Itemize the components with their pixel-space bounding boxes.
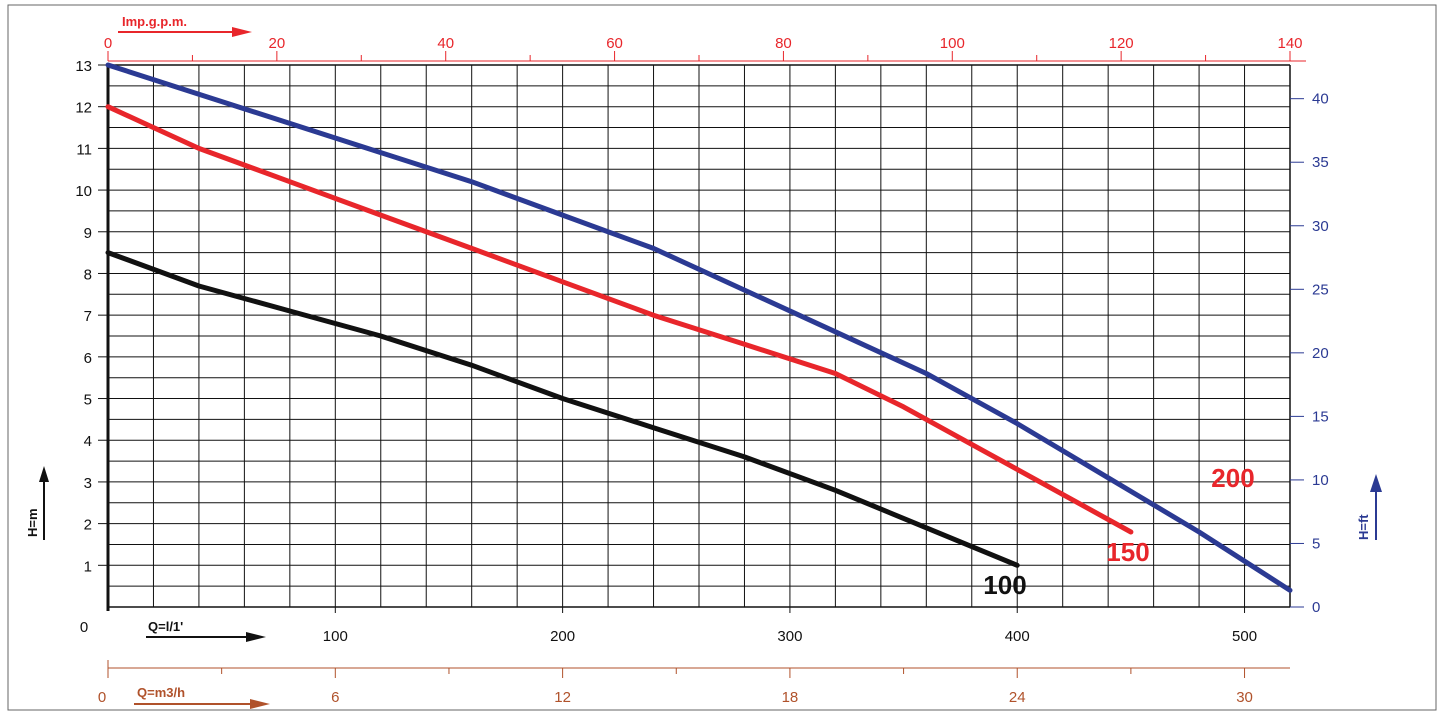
y-left-axis-title: H=m xyxy=(25,508,40,537)
x-top-tick-label: 20 xyxy=(269,35,286,52)
y-right-tick-label: 0 xyxy=(1312,599,1320,616)
grid xyxy=(108,65,1290,607)
x-main-tick-label: 300 xyxy=(777,628,802,645)
y-left-tick-label: 4 xyxy=(84,433,92,450)
y-left-axis-arrow-head xyxy=(39,466,49,482)
x-top-axis-arrow-head xyxy=(232,27,252,37)
x-top-tick-label: 140 xyxy=(1277,35,1302,52)
x-top-tick-label: 120 xyxy=(1109,35,1134,52)
x-bottom2-tick-label: 12 xyxy=(554,689,571,706)
y-right-tick-label: 15 xyxy=(1312,408,1329,425)
y-left-tick-label: 6 xyxy=(84,350,92,367)
y-left-tick-label: 3 xyxy=(84,475,92,492)
x-bottom2-tick-label: 30 xyxy=(1236,689,1253,706)
curve-label-200: 200 xyxy=(1211,463,1254,493)
x-main-tick-label: 400 xyxy=(1005,628,1030,645)
y-right-tick-label: 5 xyxy=(1312,535,1320,552)
x-top-tick-label: 80 xyxy=(775,35,792,52)
y-left-tick-label: 13 xyxy=(75,58,92,75)
y-right-axis-arrow-head xyxy=(1370,474,1382,492)
x-main-tick-label: 200 xyxy=(550,628,575,645)
x-bottom2-axis-title: Q=m3/h xyxy=(137,685,185,700)
x-bottom2-tick-label: 0 xyxy=(98,689,106,706)
x-main-axis-title: Q=l/1' xyxy=(148,619,183,634)
y-right-tick-label: 25 xyxy=(1312,281,1329,298)
curve-100 xyxy=(105,250,1020,568)
y-left-tick-label: 7 xyxy=(84,308,92,325)
x-top-tick-label: 60 xyxy=(606,35,623,52)
y-left-tick-label: 5 xyxy=(84,392,92,409)
curve-label-150: 150 xyxy=(1106,537,1149,567)
y-left-tick-label: 9 xyxy=(84,225,92,242)
x-bottom2-tick-label: 24 xyxy=(1009,689,1026,706)
y-right-tick-label: 35 xyxy=(1312,154,1329,171)
x-bottom2-tick-label: 6 xyxy=(331,689,339,706)
y-right-tick-label: 10 xyxy=(1312,472,1329,489)
x-main-tick-label: 100 xyxy=(323,628,348,645)
x-top-tick-label: 100 xyxy=(940,35,965,52)
x-top-tick-label: 40 xyxy=(437,35,454,52)
chart-frame xyxy=(7,4,1437,711)
y-left-tick-label: 12 xyxy=(75,100,92,117)
y-right-tick-label: 40 xyxy=(1312,91,1329,108)
y-right-tick-label: 20 xyxy=(1312,345,1329,362)
curve-200 xyxy=(105,62,1293,593)
x-main-axis-arrow-head xyxy=(246,632,266,642)
x-main-tick-label: 500 xyxy=(1232,628,1257,645)
x-bottom2-tick-label: 18 xyxy=(782,689,799,706)
curve-150 xyxy=(105,104,1134,535)
y-right-axis-title: H=ft xyxy=(1356,514,1371,540)
y-left-tick-label: 8 xyxy=(84,266,92,283)
x-bottom2-axis-arrow-head xyxy=(250,699,270,709)
y-left-tick-label: 2 xyxy=(84,517,92,534)
curve-label-100: 100 xyxy=(983,570,1026,600)
axes xyxy=(98,51,1306,678)
x-top-axis-title: Imp.g.p.m. xyxy=(122,14,187,29)
origin-label: 0 xyxy=(80,619,88,636)
y-right-tick-label: 30 xyxy=(1312,218,1329,235)
y-left-tick-label: 10 xyxy=(75,183,92,200)
y-left-tick-label: 1 xyxy=(84,558,92,575)
y-left-tick-label: 11 xyxy=(76,141,92,158)
x-top-tick-label: 0 xyxy=(104,35,112,52)
series xyxy=(105,62,1293,593)
